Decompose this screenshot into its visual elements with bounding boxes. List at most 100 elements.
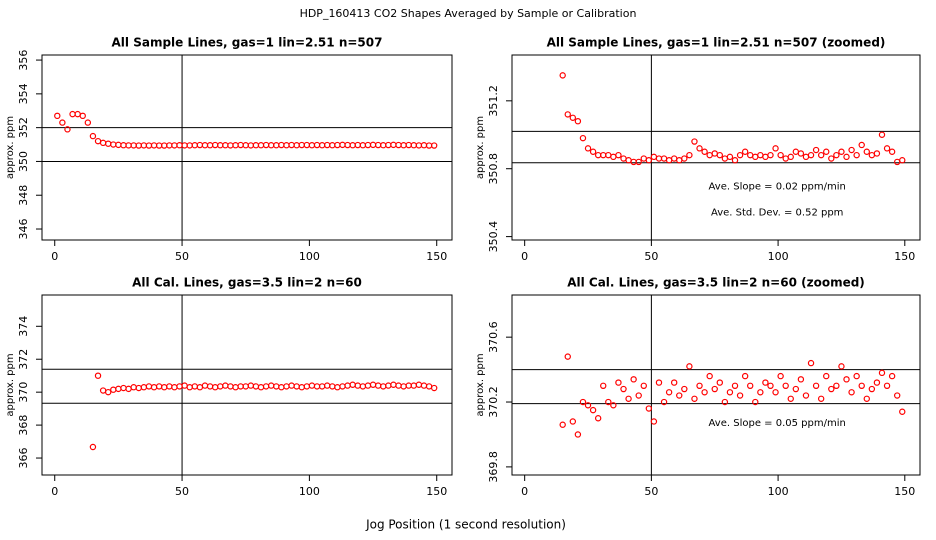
point bbox=[650, 418, 658, 425]
point bbox=[817, 151, 825, 159]
point bbox=[726, 153, 734, 161]
point bbox=[430, 142, 438, 149]
annotation: Ave. Slope = 0.02 ppm/min bbox=[709, 181, 846, 192]
point bbox=[853, 151, 860, 159]
y-tick-label: 372 bbox=[17, 349, 30, 370]
point bbox=[899, 408, 906, 415]
point bbox=[873, 150, 881, 157]
y-tick-label: 368 bbox=[17, 415, 30, 436]
point bbox=[584, 145, 592, 152]
point bbox=[564, 111, 571, 118]
point bbox=[84, 119, 92, 126]
point bbox=[863, 148, 870, 155]
point bbox=[670, 379, 678, 386]
point bbox=[823, 372, 830, 380]
y-axis-label: approx. ppm bbox=[5, 353, 16, 416]
point bbox=[701, 389, 708, 396]
point bbox=[873, 379, 881, 386]
point bbox=[843, 153, 850, 161]
point bbox=[569, 418, 577, 425]
point bbox=[630, 376, 637, 383]
point bbox=[883, 145, 891, 152]
point bbox=[878, 131, 886, 138]
point bbox=[584, 402, 592, 409]
point bbox=[792, 385, 800, 393]
y-tick-label: 374 bbox=[17, 316, 30, 337]
x-tick-label: 150 bbox=[426, 485, 447, 498]
x-tick-label: 150 bbox=[426, 250, 447, 263]
y-axis-label: approx. ppm bbox=[5, 116, 16, 179]
figure-x-label: Jog Position (1 second resolution) bbox=[365, 518, 566, 532]
y-tick-label: 350 bbox=[17, 151, 30, 172]
point bbox=[59, 119, 66, 126]
x-tick-label: 50 bbox=[175, 485, 189, 498]
point bbox=[681, 155, 688, 162]
x-tick-label: 50 bbox=[644, 250, 658, 263]
point bbox=[430, 384, 438, 392]
point bbox=[757, 389, 764, 396]
point bbox=[812, 146, 820, 154]
point bbox=[817, 395, 825, 402]
y-tick-label: 352 bbox=[17, 117, 30, 138]
point bbox=[701, 148, 708, 155]
point bbox=[64, 126, 71, 133]
point bbox=[686, 151, 693, 159]
panel-title: All Cal. Lines, gas=3.5 lin=2 n=60 (zoom… bbox=[567, 276, 865, 290]
point bbox=[635, 392, 642, 399]
x-tick-label: 100 bbox=[768, 485, 789, 498]
point bbox=[772, 389, 779, 396]
point bbox=[888, 372, 896, 380]
point bbox=[691, 395, 698, 402]
point bbox=[696, 382, 703, 390]
point bbox=[706, 372, 713, 380]
x-tick-label: 50 bbox=[175, 250, 189, 263]
y-tick-label: 370.2 bbox=[487, 386, 500, 418]
panel-title: All Cal. Lines, gas=3.5 lin=2 n=60 bbox=[132, 276, 362, 290]
point bbox=[696, 145, 703, 152]
point bbox=[848, 146, 855, 154]
point bbox=[54, 112, 61, 120]
point bbox=[736, 151, 744, 159]
point bbox=[828, 155, 835, 162]
point bbox=[863, 395, 870, 402]
y-tick-label: 350.8 bbox=[487, 153, 500, 185]
point bbox=[812, 382, 820, 390]
point bbox=[736, 392, 744, 399]
plot-frame bbox=[41, 54, 453, 241]
point bbox=[89, 443, 97, 451]
point bbox=[762, 379, 769, 386]
panel-title: All Sample Lines, gas=1 lin=2.51 n=507 bbox=[112, 36, 383, 50]
point bbox=[615, 151, 622, 159]
point bbox=[893, 392, 901, 399]
point bbox=[726, 389, 734, 396]
point bbox=[833, 382, 840, 390]
point bbox=[681, 385, 688, 393]
point bbox=[574, 117, 582, 125]
point bbox=[823, 148, 830, 155]
point bbox=[716, 379, 724, 386]
point bbox=[741, 372, 749, 380]
x-tick-label: 0 bbox=[521, 250, 528, 263]
y-tick-label: 350.4 bbox=[487, 221, 500, 253]
point bbox=[660, 398, 668, 406]
point bbox=[655, 379, 663, 386]
point bbox=[711, 385, 718, 393]
point bbox=[828, 385, 835, 393]
annotation: Ave. Std. Dev. = 0.52 ppm bbox=[711, 207, 843, 218]
point bbox=[752, 398, 759, 406]
point bbox=[635, 158, 642, 166]
point bbox=[838, 363, 845, 370]
point bbox=[843, 376, 850, 383]
point bbox=[772, 145, 779, 152]
point bbox=[797, 150, 805, 157]
x-tick-label: 50 bbox=[644, 485, 658, 498]
point bbox=[777, 372, 784, 380]
y-tick-label: 348 bbox=[17, 185, 30, 206]
point bbox=[620, 385, 627, 393]
y-axis-label: approx. ppm bbox=[475, 116, 486, 179]
point bbox=[625, 395, 632, 402]
y-tick-label: 369.8 bbox=[487, 451, 500, 483]
y-tick-label: 370 bbox=[17, 382, 30, 403]
